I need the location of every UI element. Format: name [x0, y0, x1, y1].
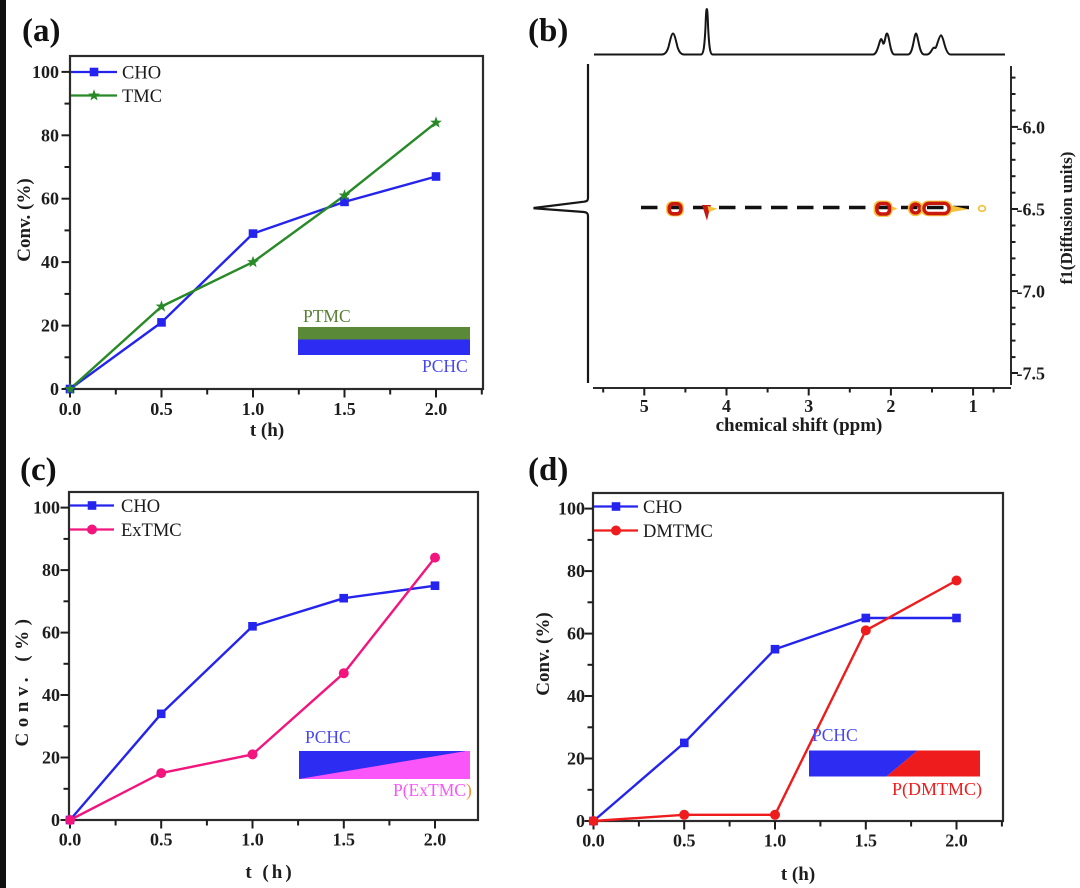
svg-text:(b): (b)	[528, 13, 568, 49]
svg-text:40: 40	[41, 252, 59, 272]
svg-text:0.0: 0.0	[59, 830, 82, 850]
svg-text:1.5: 1.5	[855, 831, 878, 851]
svg-text:80: 80	[42, 560, 60, 580]
svg-text:f1(Diffusion units): f1(Diffusion units)	[1057, 152, 1076, 285]
svg-text:20: 20	[41, 316, 59, 336]
svg-text:1.0: 1.0	[241, 830, 264, 850]
svg-text:0.0: 0.0	[59, 399, 82, 419]
svg-text:0.5: 0.5	[150, 830, 173, 850]
svg-text:(c): (c)	[20, 452, 57, 488]
svg-text:0: 0	[50, 379, 59, 399]
svg-text:1.5: 1.5	[333, 399, 356, 419]
svg-text:(a): (a)	[22, 13, 60, 49]
svg-text:Conv. (%): Conv. (%)	[12, 614, 33, 747]
svg-text:40: 40	[42, 685, 60, 705]
svg-text:20: 20	[42, 748, 60, 768]
svg-text:100: 100	[33, 498, 60, 518]
svg-text:100: 100	[558, 499, 585, 519]
svg-text:-7.0: -7.0	[1017, 282, 1046, 302]
svg-text:1.5: 1.5	[333, 830, 356, 850]
svg-text:0: 0	[51, 810, 60, 830]
svg-text:CHO: CHO	[121, 497, 160, 517]
svg-text:100: 100	[32, 62, 59, 82]
svg-text:1: 1	[969, 396, 978, 416]
svg-text:P(DMTMC): P(DMTMC)	[892, 779, 982, 800]
svg-text:0.5: 0.5	[673, 831, 696, 851]
svg-text:chemical shift (ppm): chemical shift (ppm)	[716, 415, 883, 436]
svg-text:3: 3	[804, 396, 813, 416]
svg-text:P(ExTMC): P(ExTMC)	[393, 780, 472, 800]
svg-text:PCHC: PCHC	[812, 725, 858, 745]
svg-text:4: 4	[722, 396, 731, 416]
svg-text:2: 2	[886, 396, 895, 416]
svg-text:Conv. (%): Conv. (%)	[533, 612, 554, 695]
svg-text:60: 60	[41, 189, 59, 209]
svg-text:40: 40	[567, 686, 585, 706]
svg-text:PCHC: PCHC	[305, 727, 351, 747]
svg-text:-6.5: -6.5	[1017, 200, 1046, 220]
svg-text:2.0: 2.0	[424, 830, 447, 850]
svg-text:t (h): t (h)	[250, 420, 284, 441]
svg-text:5: 5	[640, 396, 649, 416]
svg-text:t (h): t (h)	[781, 864, 815, 885]
svg-text:CHO: CHO	[122, 64, 161, 84]
svg-text:60: 60	[567, 624, 585, 644]
svg-text:2.0: 2.0	[945, 831, 968, 851]
svg-text:DMTMC: DMTMC	[643, 522, 713, 542]
svg-text:60: 60	[42, 623, 60, 643]
svg-text:-6.0: -6.0	[1017, 117, 1046, 137]
svg-text:1.0: 1.0	[242, 399, 265, 419]
svg-text:t (h): t (h)	[245, 862, 294, 883]
svg-text:80: 80	[567, 561, 585, 581]
svg-text:0: 0	[576, 811, 585, 831]
svg-text:-7.5: -7.5	[1017, 364, 1046, 384]
svg-text:PTMC: PTMC	[303, 306, 351, 326]
svg-text:PCHC: PCHC	[422, 356, 468, 376]
svg-text:TMC: TMC	[122, 87, 162, 107]
svg-text:0.0: 0.0	[582, 831, 605, 851]
svg-text:Conv. (%): Conv. (%)	[14, 178, 35, 261]
svg-text:ExTMC: ExTMC	[121, 521, 182, 541]
svg-text:80: 80	[41, 125, 59, 145]
svg-text:(d): (d)	[528, 452, 568, 488]
svg-text:20: 20	[567, 749, 585, 769]
svg-text:1.0: 1.0	[764, 831, 787, 851]
svg-text:0.5: 0.5	[150, 399, 173, 419]
svg-text:CHO: CHO	[643, 498, 682, 518]
svg-text:2.0: 2.0	[425, 399, 448, 419]
